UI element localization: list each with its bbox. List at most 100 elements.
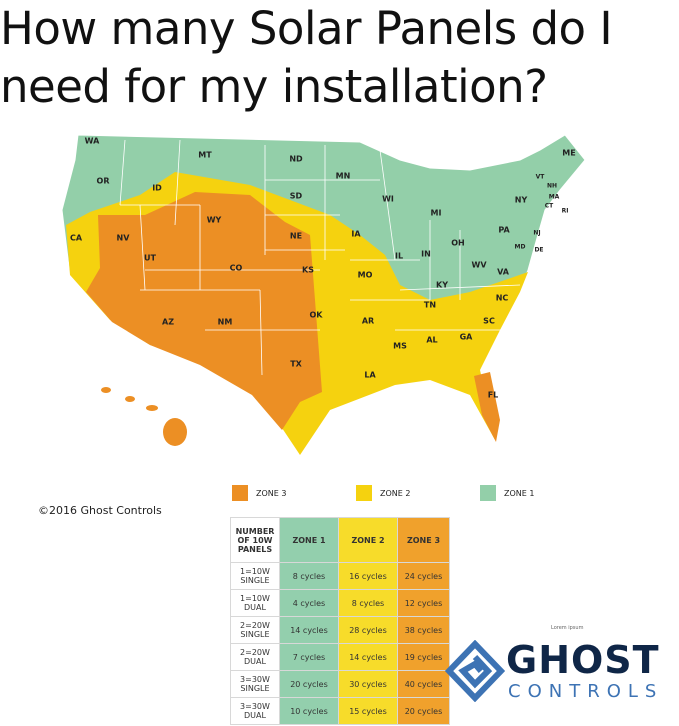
table-body: 1=10W SINGLE 8 cycles 16 cycles 24 cycles 1=… (230, 562, 450, 725)
state-label-nc: NC (495, 293, 509, 303)
cycles-cell-zone-1: 10 cycles (279, 697, 339, 725)
state-label-wa: WA (84, 136, 100, 146)
state-label-mi: MI (430, 208, 442, 218)
state-label-sd: SD (289, 191, 303, 201)
state-label-me: ME (562, 148, 576, 158)
table-row: 3=30W SINGLE 20 cycles 30 cycles 40 cycles (230, 670, 450, 698)
state-label-ne: NE (289, 231, 303, 241)
row-label: 2=20W SINGLE (230, 616, 280, 644)
table-row: 1=10W DUAL 4 cycles 8 cycles 12 cycles (230, 589, 450, 617)
cycles-cell-zone-3: 40 cycles (397, 670, 450, 698)
cycles-cell-zone-3: 19 cycles (397, 643, 450, 671)
state-label-oh: OH (451, 238, 465, 248)
state-label-wv: WV (471, 260, 487, 270)
row-label: 1=10W SINGLE (230, 562, 280, 590)
state-label-mo: MO (357, 270, 373, 280)
table-row: 2=20W DUAL 7 cycles 14 cycles 19 cycles (230, 643, 450, 671)
header-panels: NUMBER OF 10W PANELS (230, 517, 280, 563)
state-label-or: OR (96, 176, 110, 186)
state-label-co: CO (229, 263, 243, 273)
page-title: How many Solar Panels do I need for my i… (0, 0, 613, 116)
logo-word-controls: CONTROLS (508, 681, 664, 702)
state-label-az: AZ (162, 317, 174, 327)
cycles-cell-zone-3: 38 cycles (397, 616, 450, 644)
hawaii (101, 387, 187, 446)
cycles-cell-zone-2: 28 cycles (338, 616, 398, 644)
state-label-ok: OK (309, 310, 323, 320)
cycles-cell-zone-1: 14 cycles (279, 616, 339, 644)
zone-2-swatch (356, 485, 372, 501)
state-label-ar: AR (361, 316, 375, 326)
legend-zone-2: ZONE 2 (356, 485, 410, 501)
lorem-overlay: Lorem ipsum (551, 625, 584, 631)
state-label-wi: WI (382, 194, 394, 204)
table-row: 1=10W SINGLE 8 cycles 16 cycles 24 cycles (230, 562, 450, 590)
state-label-nj: NJ (533, 229, 541, 237)
panels-table: NUMBER OF 10W PANELS ZONE 1 ZONE 2 ZONE … (230, 517, 450, 725)
zone-3-florida (474, 372, 500, 442)
cycles-cell-zone-1: 7 cycles (279, 643, 339, 671)
cycles-cell-zone-2: 15 cycles (338, 697, 398, 725)
us-zone-map (61, 134, 586, 456)
header-zone-2: ZONE 2 (338, 517, 398, 563)
state-label-in: IN (421, 249, 431, 259)
cycles-cell-zone-2: 16 cycles (338, 562, 398, 590)
table-row: 2=20W SINGLE 14 cycles 28 cycles 38 cycles (230, 616, 450, 644)
state-label-nv: NV (116, 233, 130, 243)
cycles-cell-zone-1: 4 cycles (279, 589, 339, 617)
state-label-il: IL (394, 251, 404, 261)
cycles-cell-zone-2: 14 cycles (338, 643, 398, 671)
header-zone-3: ZONE 3 (397, 517, 450, 563)
state-label-va: VA (497, 267, 509, 277)
state-label-ma: MA (548, 193, 560, 201)
state-label-sc: SC (483, 316, 495, 326)
logo-word-ghost: GHOST (506, 638, 660, 682)
state-label-al: AL (426, 335, 438, 345)
header-zone-1: ZONE 1 (279, 517, 339, 563)
state-label-ny: NY (514, 195, 528, 205)
state-label-la: LA (364, 370, 376, 380)
state-label-ca: CA (69, 233, 83, 243)
state-borders (119, 139, 521, 376)
state-label-ga: GA (459, 332, 473, 342)
state-label-mn: MN (335, 171, 351, 181)
state-label-ks: KS (302, 265, 314, 275)
row-label: 3=30W DUAL (230, 697, 280, 725)
cycles-cell-zone-3: 24 cycles (397, 562, 450, 590)
cycles-cell-zone-2: 30 cycles (338, 670, 398, 698)
state-label-de: DE (534, 246, 544, 254)
legend-zone-3: ZONE 3 (232, 485, 286, 501)
state-label-pa: PA (498, 225, 510, 235)
state-label-nm: NM (217, 317, 233, 327)
state-label-ms: MS (393, 341, 407, 351)
legend-label: ZONE 1 (504, 488, 535, 498)
state-label-ky: KY (436, 280, 448, 290)
zone-3-region (86, 192, 322, 430)
state-label-ri: RI (561, 207, 569, 215)
cycles-cell-zone-2: 8 cycles (338, 589, 398, 617)
state-label-ia: IA (351, 229, 361, 239)
cycles-cell-zone-3: 12 cycles (397, 589, 450, 617)
state-label-tn: TN (423, 300, 437, 310)
row-label: 1=10W DUAL (230, 589, 280, 617)
state-label-nh: NH (546, 182, 558, 190)
table-header-row: NUMBER OF 10W PANELS ZONE 1 ZONE 2 ZONE … (230, 517, 450, 563)
cycles-cell-zone-3: 20 cycles (397, 697, 450, 725)
state-label-ct: CT (544, 202, 554, 210)
legend-label: ZONE 2 (380, 488, 411, 498)
legend-zone-1: ZONE 1 (480, 485, 534, 501)
zone-1-swatch (480, 485, 496, 501)
state-label-ut: UT (144, 253, 156, 263)
cycles-cell-zone-1: 8 cycles (279, 562, 339, 590)
row-label: 3=30W SINGLE (230, 670, 280, 698)
table-row: 3=30W DUAL 10 cycles 15 cycles 20 cycles (230, 697, 450, 725)
ghost-controls-logo-icon (445, 640, 505, 702)
copyright: ©2016 Ghost Controls (38, 504, 162, 517)
state-label-nd: ND (289, 154, 303, 164)
row-label: 2=20W DUAL (230, 643, 280, 671)
zone-3-swatch (232, 485, 248, 501)
state-label-md: MD (514, 243, 526, 251)
state-label-id: ID (152, 183, 162, 193)
state-label-tx: TX (290, 359, 302, 369)
